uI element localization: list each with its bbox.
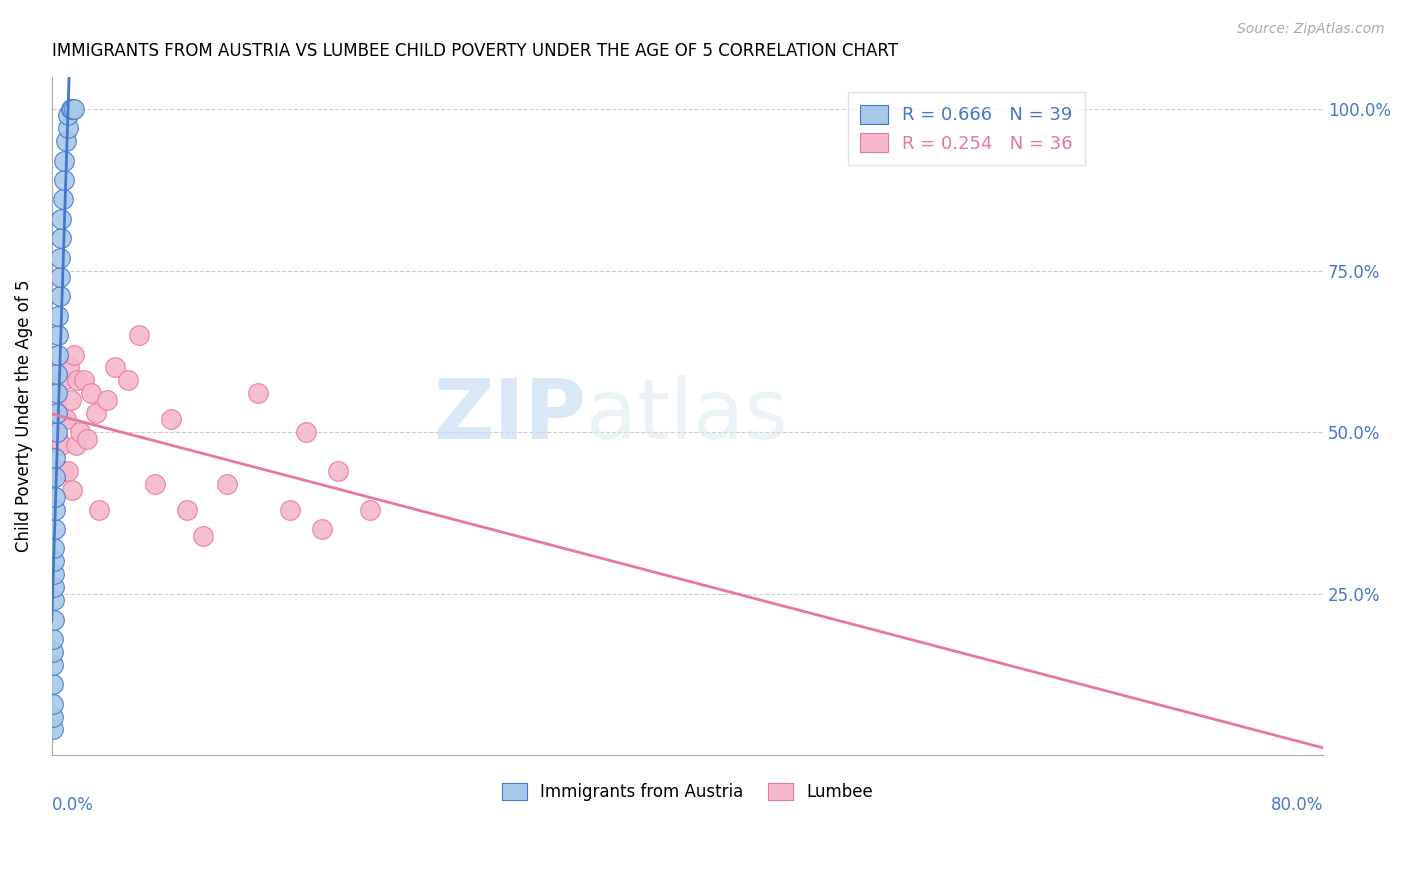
Point (191, 528, 214, 542)
Point (48, 412, 70, 426)
Point (63, 102, 86, 116)
Point (69, 425, 91, 439)
Point (76, 432, 98, 446)
Point (41, 697, 63, 711)
Point (359, 502, 381, 516)
Point (42, 645, 65, 659)
Point (128, 328, 150, 343)
Point (44, 450, 66, 465)
Point (44, 554, 66, 568)
Point (45, 367, 67, 381)
Point (53, 173, 76, 187)
Point (46, 328, 69, 343)
Point (96, 392, 118, 407)
Point (44, 541, 66, 556)
Point (46, 309, 69, 323)
Point (89, 502, 111, 516)
Point (52, 193, 75, 207)
Point (42, 657, 65, 672)
Point (46, 347, 69, 361)
Point (80, 386, 103, 401)
Text: Source: ZipAtlas.com: Source: ZipAtlas.com (1237, 22, 1385, 37)
Point (44, 522, 66, 536)
Point (42, 632, 65, 646)
Point (44, 567, 66, 582)
Point (295, 425, 318, 439)
Point (63, 347, 86, 361)
Point (160, 412, 183, 426)
Point (72, 373, 94, 387)
Point (48, 289, 70, 303)
Point (44, 593, 66, 607)
Point (62, 102, 84, 116)
Point (41, 723, 63, 737)
Text: atlas: atlas (586, 376, 787, 457)
Point (58, 360, 80, 375)
Point (42, 464, 65, 478)
Point (56, 464, 79, 478)
Point (45, 425, 67, 439)
Point (65, 438, 87, 452)
Point (143, 476, 166, 491)
Point (56, 121, 79, 136)
Point (45, 406, 67, 420)
Point (46, 432, 69, 446)
Point (52, 464, 75, 478)
Point (51, 231, 73, 245)
Text: 80.0%: 80.0% (1271, 796, 1323, 814)
Point (45, 386, 67, 401)
Point (51, 438, 73, 452)
Point (44, 502, 66, 516)
Point (44, 580, 66, 594)
Point (84, 406, 107, 420)
Point (59, 102, 82, 116)
Point (41, 709, 63, 723)
Point (215, 476, 238, 491)
Point (44, 613, 66, 627)
Point (51, 211, 73, 226)
Legend: Immigrants from Austria, Lumbee: Immigrants from Austria, Lumbee (495, 777, 880, 808)
Point (66, 373, 89, 387)
Text: 0.0%: 0.0% (52, 796, 94, 814)
Point (48, 270, 70, 285)
Point (311, 522, 333, 536)
Point (42, 677, 65, 691)
Point (59, 392, 82, 407)
Point (117, 373, 139, 387)
Text: ZIP: ZIP (433, 376, 586, 457)
Point (48, 251, 70, 265)
Point (44, 470, 66, 484)
Point (247, 386, 270, 401)
Point (45, 392, 67, 407)
Point (55, 134, 77, 148)
Point (104, 360, 127, 375)
Point (62, 483, 84, 498)
Point (44, 490, 66, 504)
Point (278, 502, 301, 516)
Text: IMMIGRANTS FROM AUSTRIA VS LUMBEE CHILD POVERTY UNDER THE AGE OF 5 CORRELATION C: IMMIGRANTS FROM AUSTRIA VS LUMBEE CHILD … (52, 42, 898, 60)
Point (53, 153, 76, 168)
Point (56, 108, 79, 122)
Point (176, 502, 198, 516)
Point (53, 373, 76, 387)
Y-axis label: Child Poverty Under the Age of 5: Child Poverty Under the Age of 5 (15, 280, 32, 552)
Point (55, 412, 77, 426)
Point (326, 464, 349, 478)
